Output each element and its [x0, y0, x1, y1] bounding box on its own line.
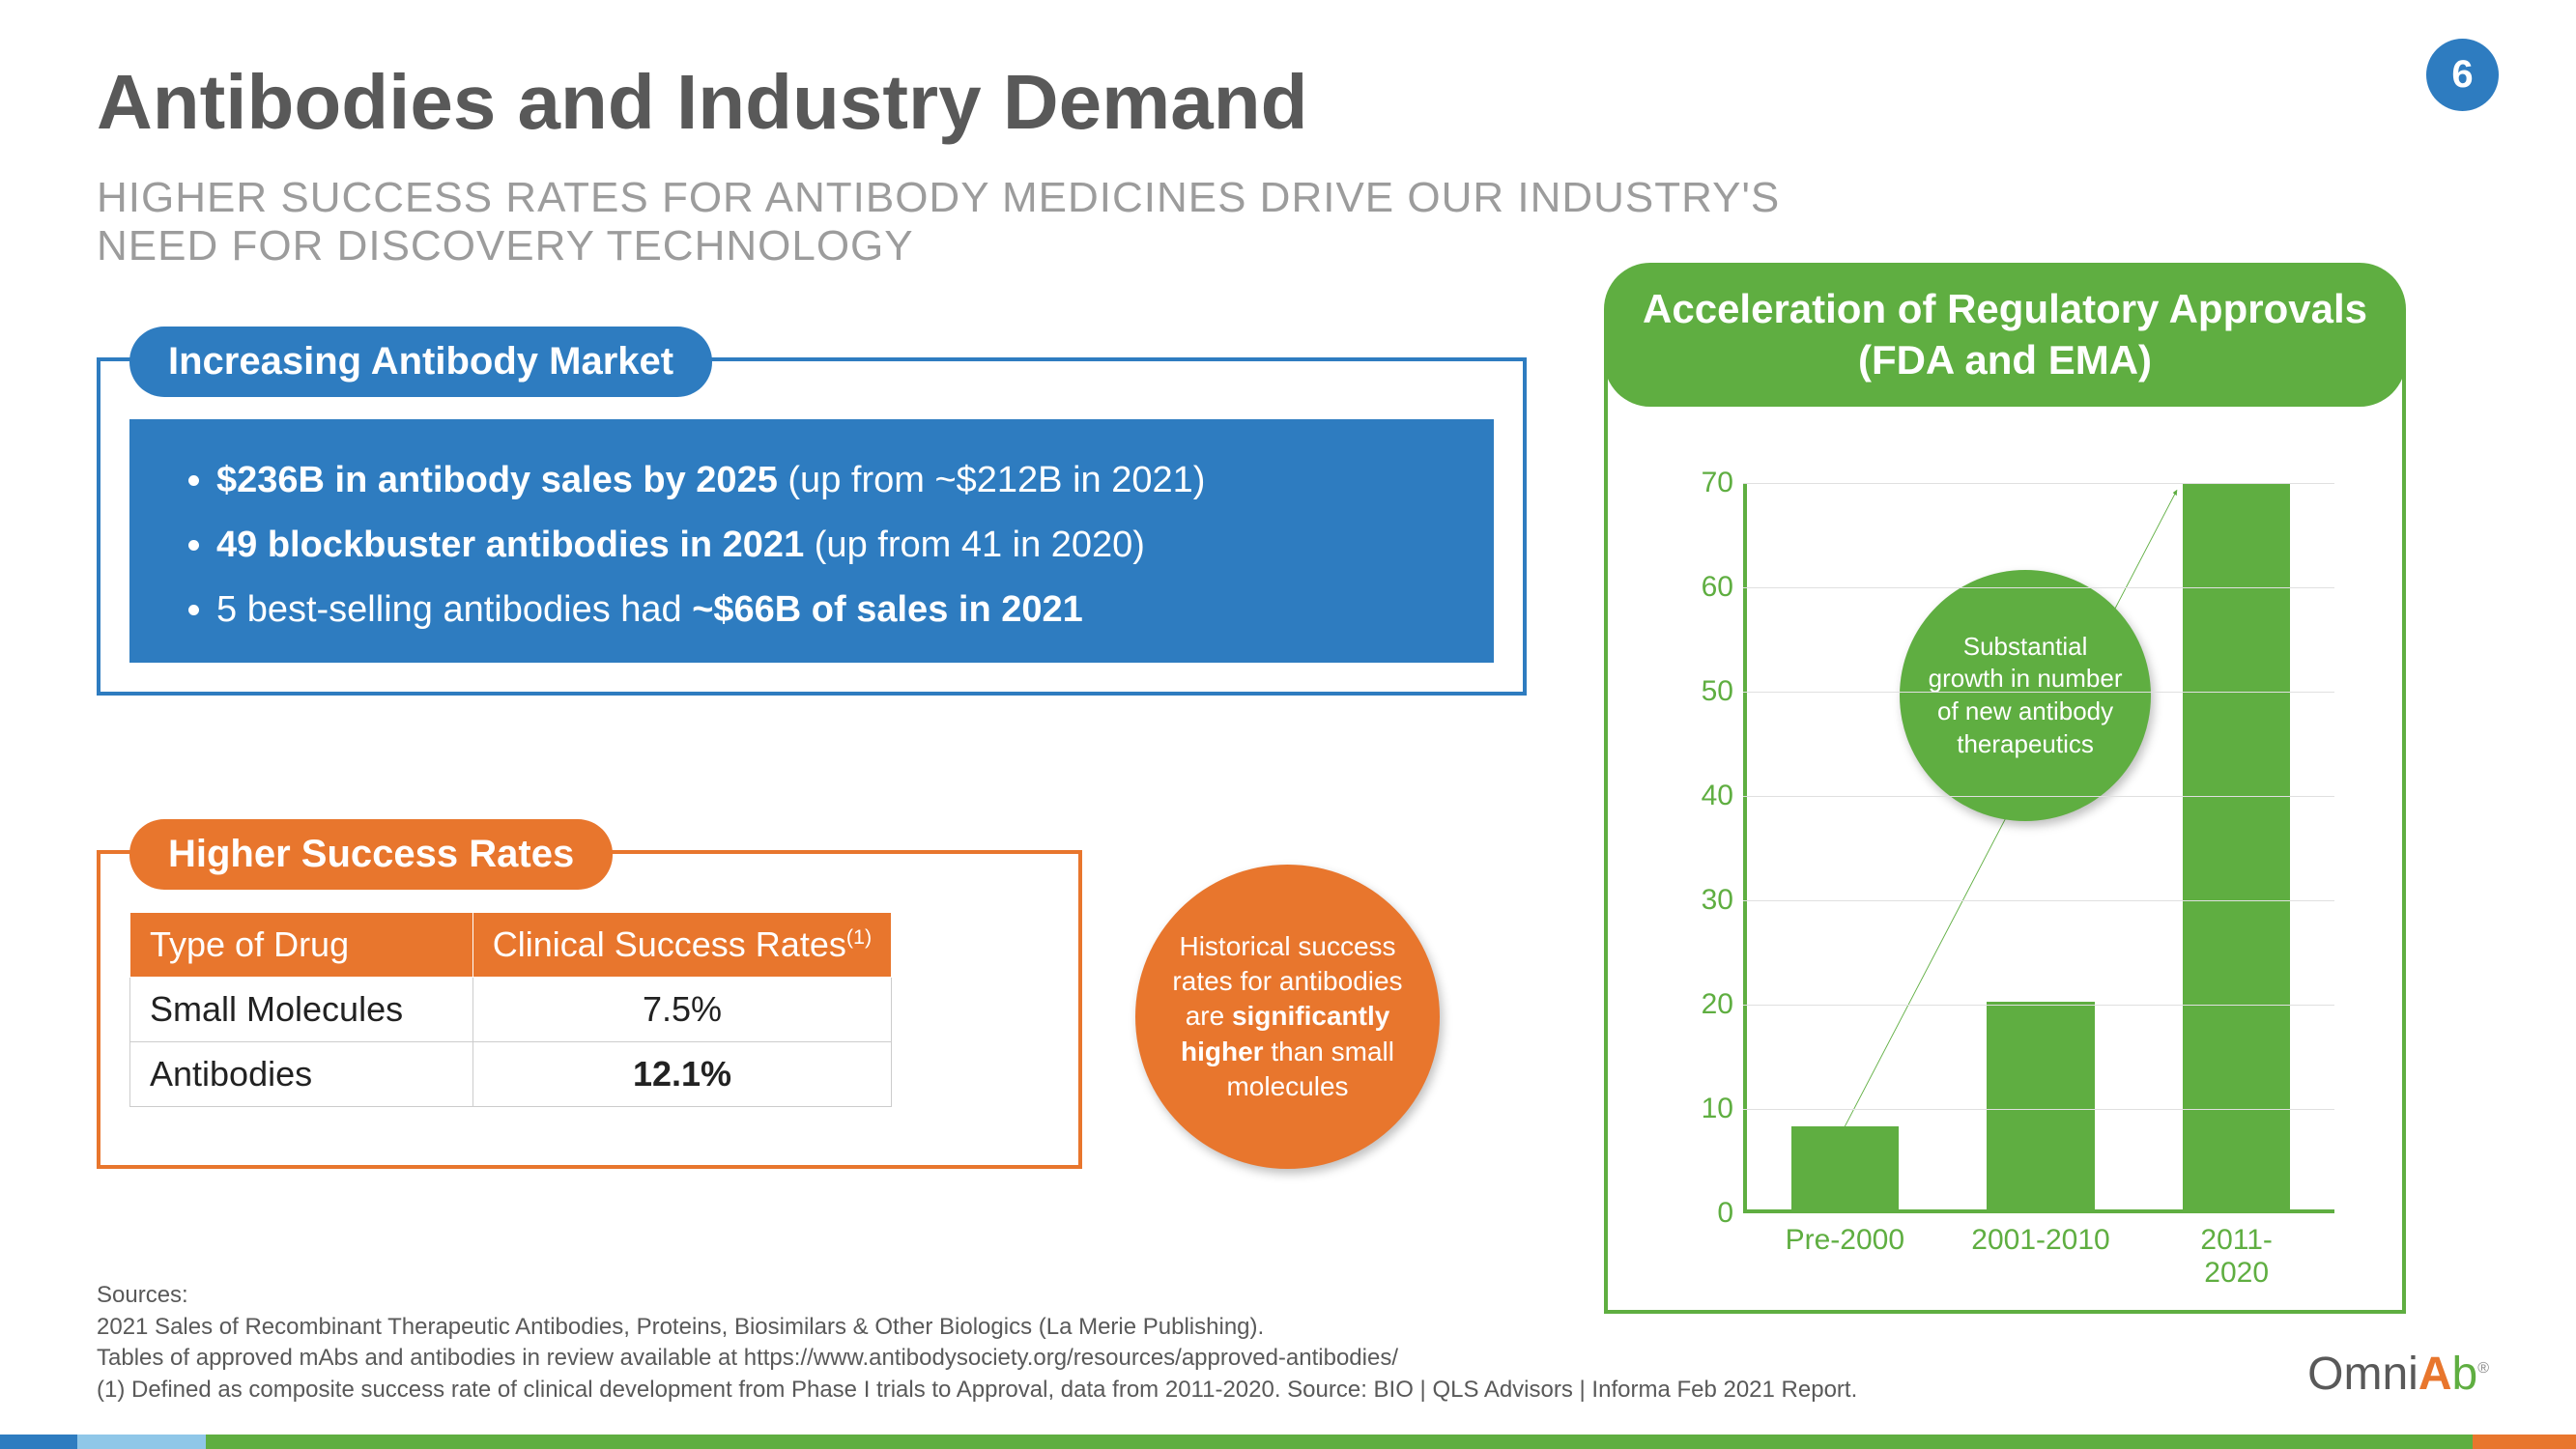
bottom-accent-bar — [0, 1435, 2576, 1449]
chart-gridline — [1743, 1109, 2334, 1110]
chart-xtick-label: 2011-2020 — [2188, 1224, 2285, 1290]
market-bullet-2-rest: (up from 41 in 2020) — [804, 525, 1145, 565]
logo-omni: Omni — [2307, 1349, 2419, 1400]
chart-bar — [1791, 1126, 1899, 1209]
sources-line-2: Tables of approved mAbs and antibodies i… — [97, 1343, 2029, 1374]
market-box: Increasing Antibody Market $236B in anti… — [97, 357, 1527, 696]
rates-table: Type of Drug Clinical Success Rates(1) S… — [129, 912, 892, 1107]
market-bullet-3: 5 best-selling antibodies had ~$66B of s… — [216, 578, 1455, 642]
rates-col2-header: Clinical Success Rates(1) — [472, 913, 892, 978]
chart-box: Acceleration of Regulatory Approvals (FD… — [1604, 348, 2406, 1314]
rates-box-label: Higher Success Rates — [129, 819, 613, 890]
chart-ytick-label: 0 — [1685, 1197, 1733, 1230]
rates-row2-value: 12.1% — [472, 1042, 892, 1107]
orange-callout-circle: Historical success rates for antibodies … — [1135, 865, 1440, 1169]
logo-registered-icon: ® — [2477, 1360, 2489, 1377]
market-bullet-1-rest: (up from ~$212B in 2021) — [778, 460, 1206, 500]
omniab-logo: OmniAb® — [2307, 1348, 2489, 1401]
chart-ytick-label: 30 — [1685, 884, 1733, 917]
sources-line-1: 2021 Sales of Recombinant Therapeutic An… — [97, 1312, 2029, 1343]
sources-line-3: (1) Defined as composite success rate of… — [97, 1375, 2029, 1406]
chart-box-label: Acceleration of Regulatory Approvals (FD… — [1604, 263, 2406, 407]
market-box-label: Increasing Antibody Market — [129, 327, 712, 397]
chart-ytick-label: 10 — [1685, 1093, 1733, 1125]
chart-xtick-label: 2001-2010 — [1971, 1224, 2109, 1257]
chart-bar — [2183, 483, 2290, 1209]
rates-col1-header: Type of Drug — [130, 913, 473, 978]
chart-gridline — [1743, 1005, 2334, 1006]
sources-block: Sources: 2021 Sales of Recombinant Thera… — [97, 1280, 2029, 1406]
chart-ytick-label: 70 — [1685, 467, 1733, 499]
sources-heading: Sources: — [97, 1280, 2029, 1311]
logo-a: A — [2419, 1349, 2452, 1400]
slide-subtitle: HIGHER SUCCESS RATES FOR ANTIBODY MEDICI… — [97, 174, 1836, 270]
page-number-badge: 6 — [2426, 39, 2499, 111]
rates-col2-sup: (1) — [846, 924, 872, 949]
chart-callout-circle: Substantial growth in number of new anti… — [1900, 570, 2151, 821]
bar-chart: Pre-20002001-20102011-2020Substantial gr… — [1743, 483, 2334, 1213]
logo-b: b — [2452, 1349, 2478, 1400]
rates-row1-type: Small Molecules — [130, 978, 473, 1042]
rates-col2-text: Clinical Success Rates — [493, 924, 846, 964]
chart-gridline — [1743, 900, 2334, 901]
market-bullet-3-bold: ~$66B of sales in 2021 — [692, 589, 1083, 630]
market-box-content: $236B in antibody sales by 2025 (up from… — [129, 419, 1494, 663]
chart-ytick-label: 40 — [1685, 780, 1733, 812]
chart-ytick-label: 20 — [1685, 988, 1733, 1021]
rates-box: Higher Success Rates Type of Drug Clinic… — [97, 850, 1082, 1169]
market-bullet-2-bold: 49 blockbuster antibodies in 2021 — [216, 525, 804, 565]
market-bullet-2: 49 blockbuster antibodies in 2021 (up fr… — [216, 513, 1455, 578]
slide-title: Antibodies and Industry Demand — [97, 58, 1307, 147]
chart-gridline — [1743, 587, 2334, 588]
chart-ytick-label: 60 — [1685, 571, 1733, 604]
market-bullet-1: $236B in antibody sales by 2025 (up from… — [216, 448, 1455, 513]
chart-plot-area: Pre-20002001-20102011-2020Substantial gr… — [1675, 483, 2354, 1213]
chart-xtick-label: Pre-2000 — [1786, 1224, 1904, 1257]
rates-row2-type: Antibodies — [130, 1042, 473, 1107]
chart-ytick-label: 50 — [1685, 675, 1733, 708]
chart-bar — [1987, 1002, 2094, 1209]
chart-gridline — [1743, 796, 2334, 797]
market-bullet-1-bold: $236B in antibody sales by 2025 — [216, 460, 778, 500]
market-bullet-3-pre: 5 best-selling antibodies had — [216, 589, 692, 630]
chart-gridline — [1743, 692, 2334, 693]
rates-row1-value: 7.5% — [472, 978, 892, 1042]
chart-gridline — [1743, 483, 2334, 484]
